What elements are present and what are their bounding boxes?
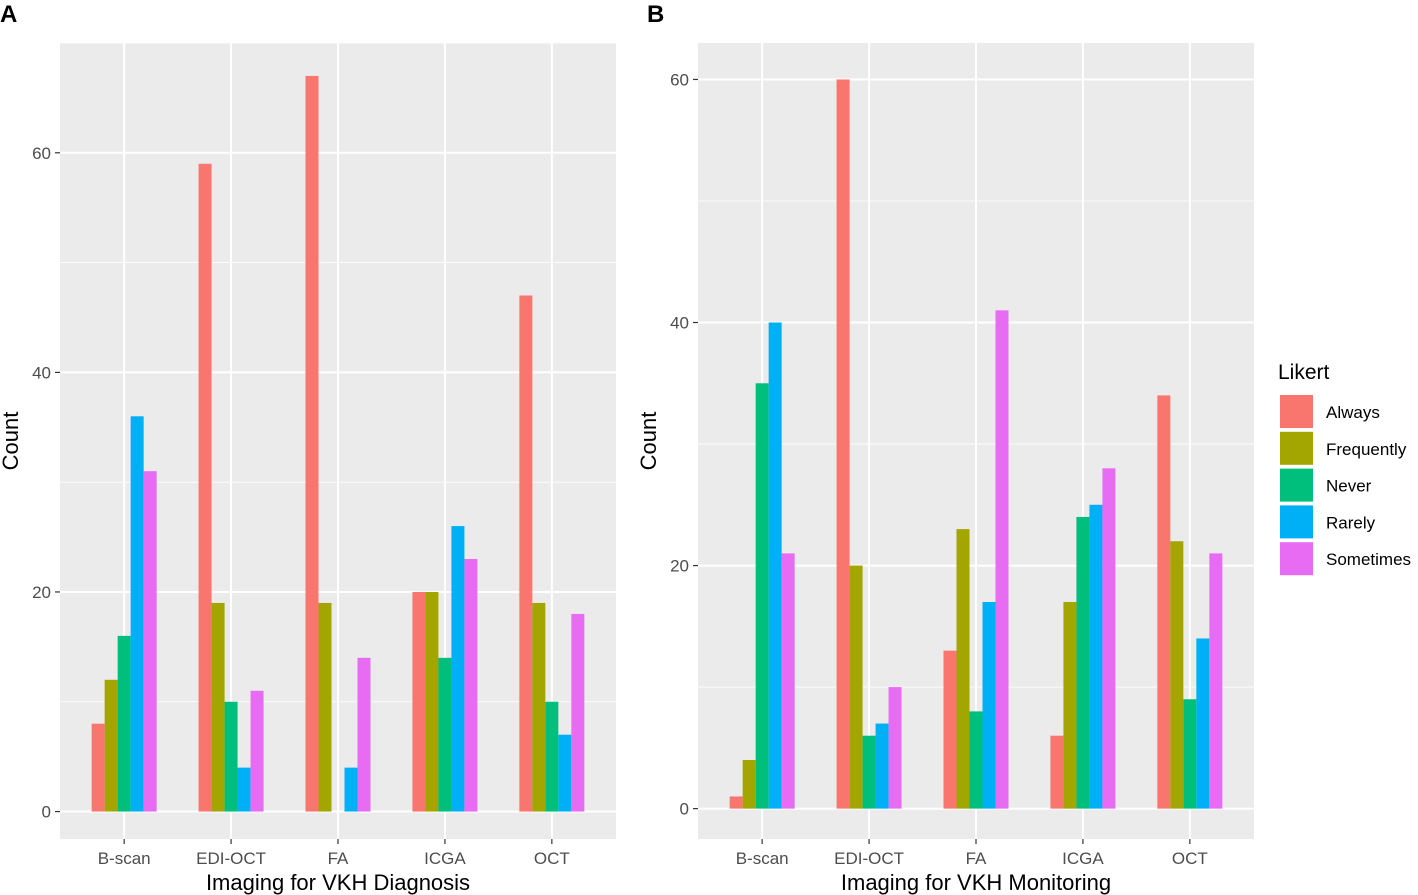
legend-key-sometimes [1280, 542, 1313, 576]
panel-a-bars [91, 75, 585, 812]
legend-title: Likert [1278, 361, 1330, 384]
panel-a-y-tick-label: 40 [32, 363, 51, 382]
panel-a-x-ticks: B-scan EDI-OCT FA ICGA OCT [98, 839, 570, 868]
panel-a-y-tick-label: 20 [32, 583, 51, 602]
panel-b-bar-frequently-icga [1063, 602, 1077, 809]
panel-b-bar-never-fa [969, 711, 983, 809]
panel-b-bar-never-b-scan [755, 383, 769, 809]
panel-a-bar-sometimes-edi-oct [250, 690, 264, 812]
panel-a-bar-sometimes-fa [357, 657, 371, 812]
panel-b-bar-frequently-edi-oct [849, 565, 863, 809]
panel-a-y-tick-label: 0 [42, 803, 51, 822]
panel-a-bar-sometimes-oct [571, 613, 585, 812]
panel-a-bar-sometimes-b-scan [143, 471, 157, 812]
panel-b-bar-never-icga [1076, 516, 1090, 809]
panel-b-x-tick-label: OCT [1172, 849, 1208, 868]
panel-b-x-axis-title: Imaging for VKH Monitoring [841, 870, 1111, 895]
panel-a-bar-frequently-oct [532, 602, 546, 812]
panel-a-y-ticks: 0 20 40 60 [32, 144, 60, 822]
panel-a-bar-rarely-edi-oct [237, 767, 251, 812]
panel-a-bar-frequently-edi-oct [211, 602, 225, 812]
panel-a-bar-always-edi-oct [198, 163, 212, 812]
panel-b-bar-rarely-icga [1089, 504, 1103, 809]
panel-a-x-axis-title: Imaging for VKH Diagnosis [206, 870, 470, 895]
panel-b-bar-frequently-b-scan [742, 760, 756, 809]
panel-b-bar-always-fa [943, 650, 957, 809]
panel-a-bar-frequently-fa [318, 602, 332, 812]
panel-b-x-tick-label: B-scan [736, 849, 789, 868]
panel-a-bar-always-icga [412, 591, 426, 812]
panel-a-y-tick-label: 60 [32, 144, 51, 163]
panel-b-bar-frequently-fa [956, 529, 970, 809]
panel-b-bar-never-edi-oct [862, 735, 876, 809]
legend-label-always: Always [1326, 403, 1380, 422]
panel-a-bar-rarely-icga [451, 526, 465, 812]
panel-b-monitoring-chart: B 0 20 40 60 B-scan EDI-OCT FA ICGA OCT Imaging… [636, 1, 1254, 895]
panel-a-bar-always-b-scan [91, 723, 105, 812]
panel-b-bars [729, 79, 1223, 809]
panel-a-bar-sometimes-icga [464, 559, 478, 812]
panel-b-bar-rarely-oct [1196, 638, 1210, 809]
legend-label-frequently: Frequently [1326, 440, 1407, 459]
panel-b-x-tick-label: FA [966, 849, 987, 868]
panel-b-bar-always-icga [1050, 735, 1064, 809]
panel-b-bar-always-b-scan [729, 796, 743, 809]
legend-label-never: Never [1326, 477, 1372, 496]
panel-b-y-tick-label: 40 [670, 314, 689, 333]
panel-b-bar-rarely-edi-oct [875, 723, 889, 809]
legend: Likert Always Frequently Never Rarely Someti… [1278, 361, 1411, 576]
panel-b-bar-sometimes-b-scan [781, 553, 795, 809]
panel-a-bar-always-fa [305, 75, 319, 812]
legend-key-never [1280, 468, 1313, 502]
legend-key-always [1280, 395, 1313, 428]
panel-a-bar-rarely-fa [344, 767, 358, 812]
panel-a-x-tick-label: ICGA [424, 849, 466, 868]
panel-b-bar-always-oct [1157, 395, 1171, 809]
panel-b-y-ticks: 0 20 40 60 [670, 70, 698, 819]
panel-b-bar-sometimes-oct [1209, 553, 1223, 809]
legend-label-sometimes: Sometimes [1326, 550, 1411, 569]
panel-b-bar-sometimes-icga [1102, 468, 1116, 809]
panel-a-y-axis-title: Count [0, 412, 23, 471]
panel-b-bar-sometimes-fa [995, 310, 1009, 809]
panel-b-x-tick-label: ICGA [1062, 849, 1104, 868]
panel-a-x-tick-label: FA [328, 849, 349, 868]
panel-a-bar-never-icga [438, 657, 452, 812]
panel-b-bar-rarely-fa [982, 602, 996, 809]
panel-b-bar-rarely-b-scan [768, 322, 782, 809]
legend-label-rarely: Rarely [1326, 513, 1376, 532]
panel-b-x-ticks: B-scan EDI-OCT FA ICGA OCT [736, 839, 1208, 868]
panel-b-label: B [647, 1, 664, 28]
panel-a-x-tick-label: OCT [534, 849, 570, 868]
panel-a-bar-never-oct [545, 701, 559, 812]
panel-b-y-tick-label: 60 [670, 70, 689, 89]
panel-b-x-tick-label: EDI-OCT [834, 849, 904, 868]
panel-b-bar-frequently-oct [1170, 541, 1184, 809]
panel-a-bar-always-oct [519, 295, 533, 812]
panel-b-bar-sometimes-edi-oct [888, 687, 902, 809]
panel-a-bar-never-edi-oct [224, 701, 238, 812]
legend-items: Always Frequently Never Rarely Sometimes [1280, 395, 1411, 576]
panel-a-bar-frequently-icga [425, 591, 439, 812]
panel-a-bar-never-b-scan [117, 635, 131, 812]
panel-b-bar-always-edi-oct [836, 79, 850, 809]
panel-a-x-tick-label: B-scan [98, 849, 151, 868]
legend-key-frequently [1280, 431, 1313, 465]
panel-b-y-tick-label: 0 [680, 800, 689, 819]
panel-b-bar-never-oct [1183, 699, 1197, 809]
panel-b-y-axis-title: Count [636, 412, 661, 471]
panel-a-x-tick-label: EDI-OCT [196, 849, 266, 868]
panel-a-bar-rarely-oct [558, 734, 572, 812]
panel-a-bar-frequently-b-scan [104, 679, 118, 812]
panel-a-label: A [0, 1, 17, 28]
panel-b-y-tick-label: 20 [670, 557, 689, 576]
panel-a-bar-rarely-b-scan [130, 416, 144, 812]
panel-a-diagnosis-chart: A 0 20 40 60 B-scan EDI-OCT FA ICGA OCT Imaging… [0, 1, 616, 895]
legend-key-rarely [1280, 505, 1313, 539]
